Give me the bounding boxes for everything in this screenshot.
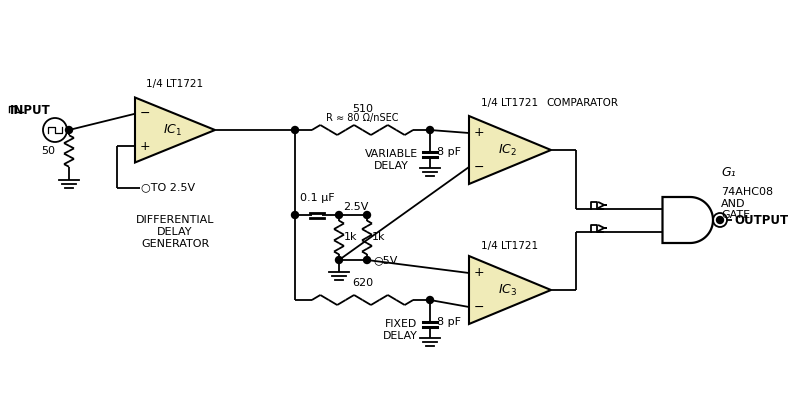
Circle shape bbox=[426, 297, 434, 304]
Circle shape bbox=[363, 257, 370, 263]
Text: G₁: G₁ bbox=[721, 166, 736, 179]
Text: 1/4 LT1721: 1/4 LT1721 bbox=[146, 79, 203, 89]
Circle shape bbox=[66, 126, 73, 134]
Circle shape bbox=[335, 257, 342, 263]
Text: 8 pF: 8 pF bbox=[437, 147, 461, 157]
Text: 510: 510 bbox=[352, 104, 373, 114]
Text: 74AHC08
AND
GATE: 74AHC08 AND GATE bbox=[721, 187, 773, 220]
Text: 1/4 LT1721: 1/4 LT1721 bbox=[482, 241, 538, 251]
Text: OUTPUT: OUTPUT bbox=[734, 213, 788, 226]
Text: −: − bbox=[474, 300, 484, 314]
Text: −: − bbox=[474, 161, 484, 173]
Text: 1k: 1k bbox=[372, 233, 386, 243]
Text: −: − bbox=[140, 107, 150, 120]
Polygon shape bbox=[135, 97, 215, 163]
Text: ○TO 2.5V: ○TO 2.5V bbox=[141, 183, 195, 193]
Text: +: + bbox=[474, 126, 484, 139]
Text: +: + bbox=[140, 140, 150, 153]
Text: 8 pF: 8 pF bbox=[437, 317, 461, 327]
Polygon shape bbox=[469, 116, 551, 184]
Text: 0.1 μF: 0.1 μF bbox=[300, 193, 334, 203]
Circle shape bbox=[717, 216, 723, 223]
Circle shape bbox=[291, 211, 298, 218]
Text: $IC_1$: $IC_1$ bbox=[163, 122, 182, 138]
Polygon shape bbox=[662, 197, 713, 243]
Text: INPUT: INPUT bbox=[10, 104, 50, 117]
Polygon shape bbox=[469, 256, 551, 324]
Text: +: + bbox=[474, 267, 484, 280]
Circle shape bbox=[291, 126, 298, 134]
Circle shape bbox=[426, 126, 434, 134]
Text: R ≈ 80 Ω/nSEC: R ≈ 80 Ω/nSEC bbox=[326, 113, 398, 123]
Text: ○5V: ○5V bbox=[373, 255, 398, 265]
Text: DIFFERENTIAL
DELAY
GENERATOR: DIFFERENTIAL DELAY GENERATOR bbox=[136, 215, 214, 249]
Text: $IC_3$: $IC_3$ bbox=[498, 282, 518, 297]
Text: $IC_2$: $IC_2$ bbox=[498, 142, 518, 158]
Text: 1k: 1k bbox=[344, 233, 358, 243]
Circle shape bbox=[363, 211, 370, 218]
Text: 1/4 LT1721: 1/4 LT1721 bbox=[482, 98, 538, 108]
Circle shape bbox=[335, 211, 342, 218]
Text: 50: 50 bbox=[41, 146, 55, 156]
Text: COMPARATOR: COMPARATOR bbox=[546, 98, 618, 108]
Text: VARIABLE
DELAY: VARIABLE DELAY bbox=[365, 149, 418, 171]
Text: 620: 620 bbox=[352, 278, 373, 288]
Text: FIXED
DELAY: FIXED DELAY bbox=[383, 319, 418, 341]
Polygon shape bbox=[662, 197, 690, 243]
Text: 2.5V: 2.5V bbox=[343, 202, 368, 212]
